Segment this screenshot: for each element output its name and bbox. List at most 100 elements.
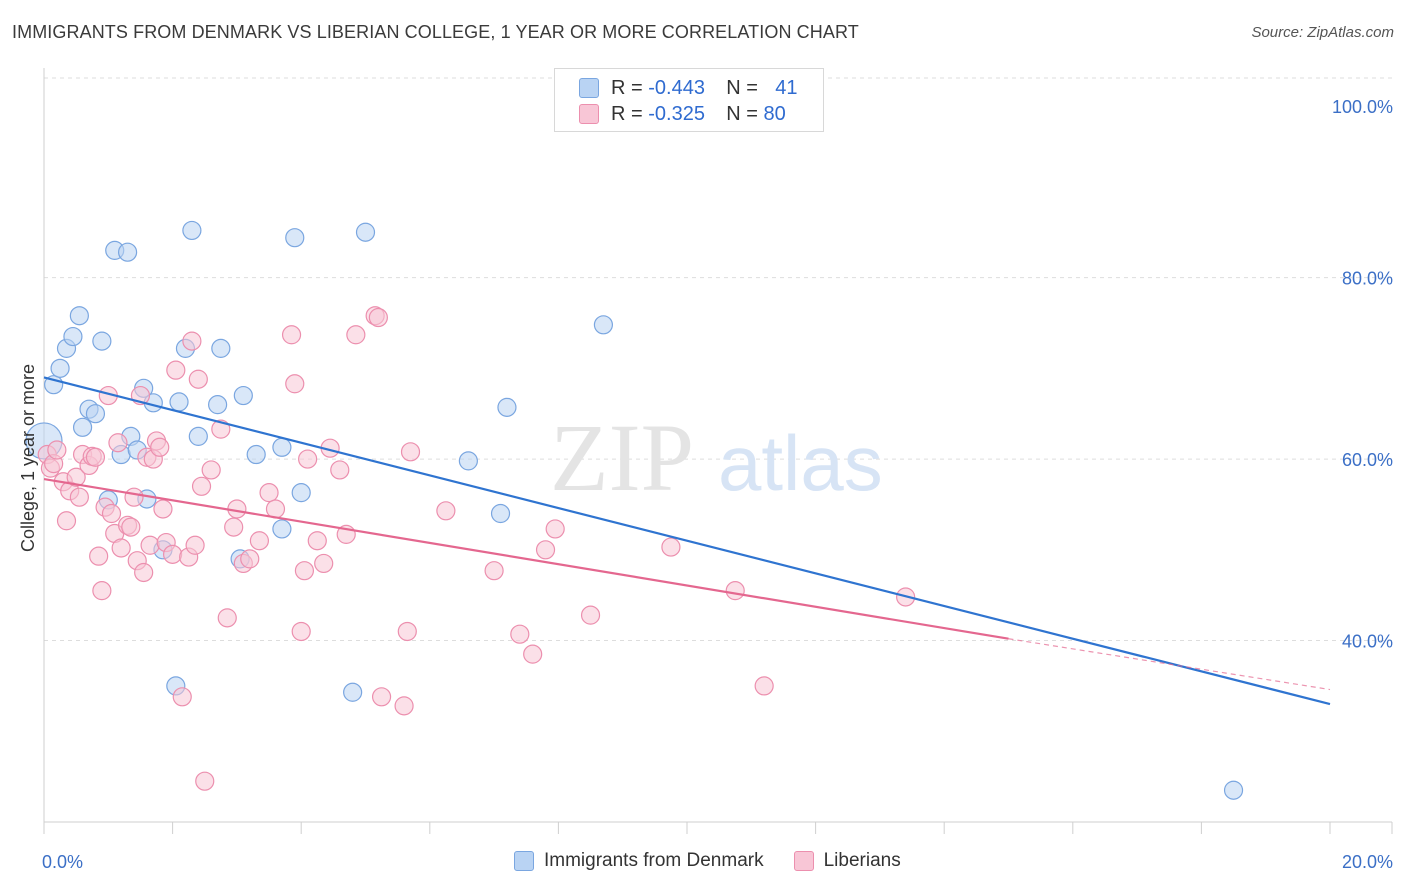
liberian-point bbox=[510, 624, 530, 644]
legend-r-label: R = bbox=[611, 76, 643, 99]
liberian-point bbox=[240, 549, 260, 569]
stats-legend: R = -0.443 N = 41 R = -0.325 N = 80 bbox=[554, 68, 824, 132]
liberian-point bbox=[66, 467, 86, 487]
legend-swatch-blue bbox=[579, 78, 599, 98]
liberian-point bbox=[224, 517, 244, 537]
legend-r-label: R = bbox=[611, 102, 643, 125]
denmark-point bbox=[497, 397, 517, 417]
denmark-point bbox=[211, 338, 231, 358]
liberian-point bbox=[754, 676, 774, 696]
legend-n-value-blue: 41 bbox=[775, 76, 798, 99]
liberian-point bbox=[121, 517, 141, 537]
legend-item-liberians[interactable]: Liberians bbox=[793, 850, 901, 872]
x-tick-label: 20.0% bbox=[1342, 852, 1393, 872]
series-legend: Immigrants from Denmark Liberians bbox=[514, 850, 931, 872]
denmark-point bbox=[593, 315, 614, 335]
denmark-point bbox=[50, 358, 70, 378]
liberian-point bbox=[661, 537, 681, 557]
denmark-point bbox=[72, 417, 93, 437]
denmark-point bbox=[285, 228, 305, 248]
liberian-point bbox=[523, 644, 543, 664]
liberian-point bbox=[166, 360, 186, 380]
denmark-point bbox=[246, 444, 266, 465]
legend-swatch-liberians bbox=[793, 851, 814, 871]
liberian-point bbox=[101, 503, 122, 524]
liberian-point bbox=[371, 687, 392, 707]
watermark: ZIP atlas bbox=[550, 404, 883, 511]
liberian-point bbox=[185, 535, 205, 555]
legend-swatch-pink bbox=[579, 104, 599, 124]
y-tick-label: 100.0% bbox=[1332, 97, 1393, 117]
legend-row-pink: R = -0.325 N = 80 bbox=[579, 101, 798, 127]
denmark-point bbox=[233, 385, 253, 406]
liberian-point bbox=[368, 307, 388, 328]
denmark-point bbox=[208, 395, 228, 415]
liberian-point bbox=[172, 687, 192, 707]
liberian-point bbox=[47, 440, 67, 460]
liberian-point bbox=[188, 369, 208, 389]
liberian-trend-extension bbox=[1008, 638, 1331, 691]
denmark-point bbox=[355, 222, 376, 242]
x-tick-label: 0.0% bbox=[42, 852, 83, 872]
liberian-point bbox=[217, 608, 237, 628]
liberian-point bbox=[314, 553, 334, 574]
axes: 40.0% 60.0% 80.0% 100.0% 0.0% 20.0% bbox=[42, 68, 1393, 872]
denmark-point bbox=[272, 519, 292, 539]
liberian-point bbox=[195, 771, 215, 791]
liberian-point bbox=[307, 531, 327, 551]
liberian-point bbox=[298, 449, 318, 469]
liberian-trend-line bbox=[43, 477, 1009, 640]
chart-title: IMMIGRANTS FROM DENMARK VS LIBERIAN COLL… bbox=[12, 22, 859, 42]
liberian-point bbox=[580, 605, 601, 625]
y-tick-label: 80.0% bbox=[1342, 269, 1393, 289]
liberian-point bbox=[484, 561, 504, 581]
trend-lines bbox=[43, 376, 1331, 706]
liberian-point bbox=[211, 419, 231, 439]
liberian-point bbox=[397, 621, 417, 642]
liberian-point bbox=[69, 487, 89, 507]
liberian-point bbox=[394, 696, 414, 716]
y-tick-label: 60.0% bbox=[1342, 450, 1393, 470]
liberian-point bbox=[85, 447, 106, 467]
liberian-point bbox=[346, 325, 366, 345]
liberian-point bbox=[134, 562, 154, 583]
liberian-point bbox=[330, 460, 350, 480]
legend-n-value-pink: 80 bbox=[763, 102, 786, 125]
denmark-point bbox=[85, 404, 106, 424]
denmark-point bbox=[458, 451, 478, 471]
liberian-point bbox=[150, 437, 170, 457]
liberian-point bbox=[291, 621, 311, 642]
watermark-zip: ZIP bbox=[550, 404, 694, 511]
legend-item-denmark[interactable]: Immigrants from Denmark bbox=[514, 850, 764, 872]
liberian-point bbox=[56, 511, 77, 531]
legend-r-value-pink: -0.325 bbox=[648, 102, 705, 125]
denmark-point bbox=[169, 392, 189, 412]
liberian-point bbox=[124, 487, 144, 507]
liberian-point bbox=[92, 581, 112, 601]
legend-n-label: N = bbox=[726, 76, 758, 99]
source-label: Source: ZipAtlas.com bbox=[1251, 24, 1394, 41]
denmark-point bbox=[182, 220, 202, 241]
denmark-point bbox=[1223, 780, 1244, 800]
denmark-point bbox=[490, 503, 511, 524]
denmark-point bbox=[343, 682, 363, 702]
liberian-point bbox=[400, 442, 421, 462]
denmark-point bbox=[188, 426, 208, 446]
liberian-point bbox=[281, 325, 302, 345]
liberian-point bbox=[163, 544, 183, 564]
liberian-point bbox=[249, 531, 270, 551]
legend-label-denmark: Immigrants from Denmark bbox=[544, 850, 764, 871]
legend-swatch-denmark bbox=[514, 851, 534, 871]
denmark-trend-line bbox=[43, 376, 1331, 706]
liberian-point bbox=[436, 501, 456, 521]
denmark-point bbox=[69, 306, 89, 326]
y-axis-label: College, 1 year or more bbox=[18, 364, 38, 552]
liberian-point bbox=[285, 374, 305, 394]
legend-r-value-blue: -0.443 bbox=[648, 76, 705, 99]
liberian-point bbox=[545, 519, 565, 539]
liberian-point bbox=[108, 433, 128, 453]
liberian-point bbox=[191, 476, 212, 496]
denmark-point bbox=[63, 326, 83, 347]
watermark-atlas: atlas bbox=[718, 419, 883, 507]
liberian-point bbox=[140, 535, 160, 555]
